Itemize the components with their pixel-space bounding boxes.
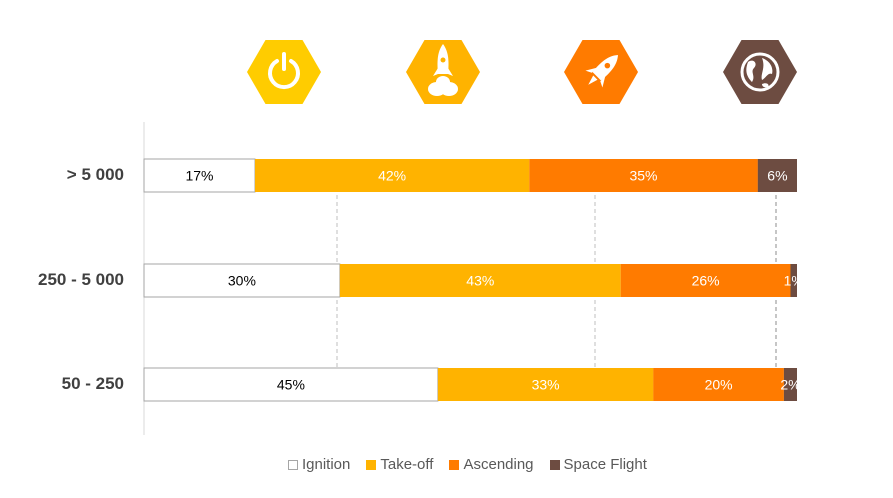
category-label: 50 - 250 (62, 374, 124, 393)
bar-segment-take-off (255, 159, 530, 192)
legend-swatch (366, 459, 377, 470)
legend-swatch (449, 459, 460, 470)
category-label: > 5 000 (67, 165, 124, 184)
data-label: 26% (692, 273, 720, 289)
data-label: 20% (705, 377, 733, 393)
data-label: 35% (629, 168, 657, 184)
legend-swatch (549, 459, 560, 470)
bar-segment-ascending (620, 264, 791, 297)
bar-segment-ignition (143, 263, 341, 298)
bar-segment-ascending (529, 159, 758, 192)
data-label: 42% (378, 168, 406, 184)
legend-item-take-off: Take-off (366, 456, 433, 473)
data-label: 1% (784, 273, 804, 289)
legend-swatch (288, 459, 298, 470)
rocket-flying-icon (564, 40, 638, 104)
data-label: 17% (185, 168, 213, 184)
legend-item-ascending: Ascending (449, 456, 534, 473)
globe-icon (723, 40, 797, 104)
bar-segment-space-flight (790, 264, 797, 297)
bars: 17% 42% 35% 6% 30% 43% 26% 1% 45% 33% 20% 2% (143, 158, 804, 402)
legend-item-space-flight: Space Flight (549, 456, 647, 473)
legend-label: Ascending (463, 456, 534, 473)
legend-label: Take-off (380, 456, 434, 473)
rocket-launch-icon (406, 40, 480, 104)
data-label: 2% (780, 377, 800, 393)
legend: Ignition Take-off Ascending Space Flight (288, 456, 647, 473)
legend-label: Ignition (302, 456, 351, 473)
data-label: 6% (767, 168, 787, 184)
category-label: 250 - 5 000 (38, 270, 124, 289)
data-label: 33% (532, 377, 560, 393)
legend-item-ignition: Ignition (288, 456, 350, 473)
bar-segment-space-flight (783, 368, 797, 401)
bar-segment-take-off (339, 264, 621, 297)
legend-label: Space Flight (563, 456, 647, 473)
data-label: 30% (228, 273, 256, 289)
bar-segment-ascending (653, 368, 784, 401)
stage-icons (247, 40, 797, 104)
bar-segment-ignition (143, 367, 439, 402)
category-labels: > 5 000 250 - 5 000 50 - 250 (38, 165, 124, 393)
bar-segment-take-off (437, 368, 654, 401)
power-icon (247, 40, 321, 104)
data-label: 45% (277, 377, 305, 393)
bar-segment-space-flight (757, 159, 797, 192)
data-label: 43% (466, 273, 494, 289)
